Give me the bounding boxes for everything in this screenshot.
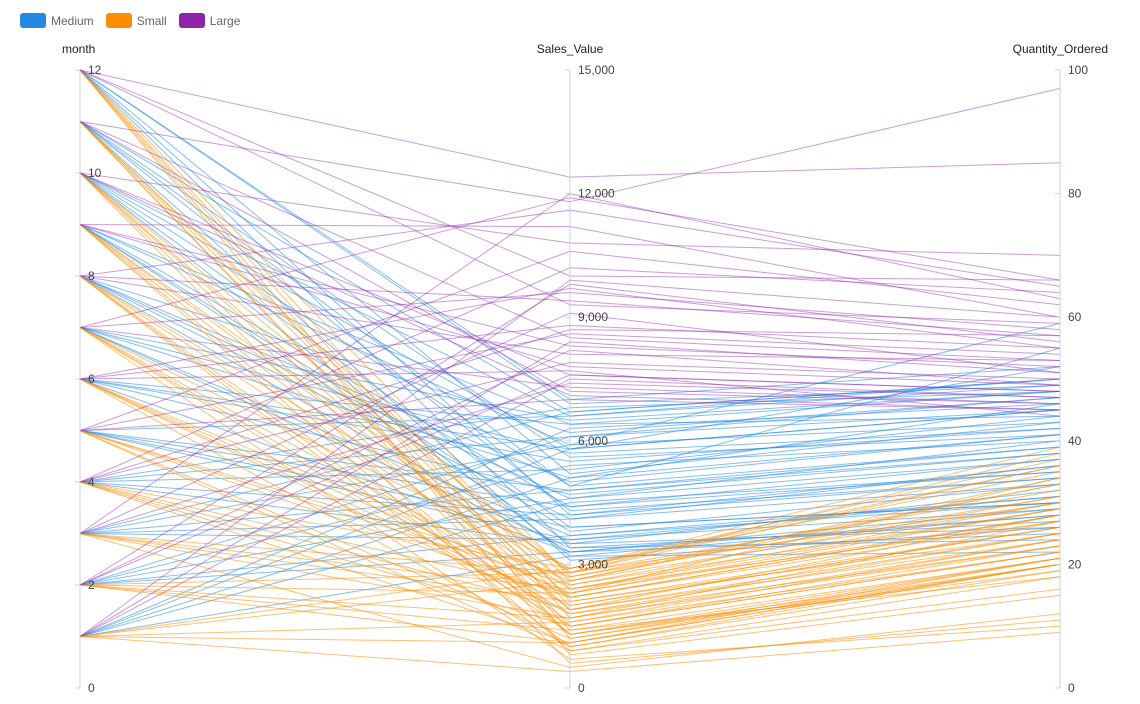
legend-swatch xyxy=(105,13,132,28)
axis-title: Quantity_Ordered xyxy=(1013,42,1108,56)
tick-label: 9,000 xyxy=(578,310,608,324)
axis-title: Sales_Value xyxy=(537,42,604,56)
tick-label: 12 xyxy=(88,63,102,77)
tick-label: 15,000 xyxy=(578,63,615,77)
axis-quantity_ordered: Quantity_Ordered 0 20 40 60 80 100 xyxy=(1013,42,1108,695)
legend-item-medium[interactable]: Medium xyxy=(20,13,94,28)
axis-sales_value: Sales_Value 0 3,000 6,000 9,000 12,000 15,000 xyxy=(537,42,615,695)
tick-label: 20 xyxy=(1068,557,1082,571)
legend-item-large[interactable]: Large xyxy=(178,13,241,28)
legend-swatch xyxy=(20,13,46,28)
legend-label: Small xyxy=(136,13,167,28)
tick-label: 0 xyxy=(88,681,95,695)
tick-label: 60 xyxy=(1068,310,1082,324)
tick-label: 10 xyxy=(88,166,102,180)
tick-label: 6,000 xyxy=(578,434,608,448)
tick-label: 3,000 xyxy=(578,557,608,571)
legend-item-small[interactable]: Small xyxy=(105,13,167,28)
legend-label: Large xyxy=(209,13,241,28)
axis-title: month xyxy=(62,42,95,56)
tick-label: 8 xyxy=(88,269,95,283)
tick-label: 4 xyxy=(88,475,95,489)
tick-label: 100 xyxy=(1068,63,1088,77)
tick-label: 80 xyxy=(1068,187,1082,201)
tick-label: 40 xyxy=(1068,434,1082,448)
tick-label: 12,000 xyxy=(578,187,615,201)
tick-label: 6 xyxy=(88,372,95,386)
tick-label: 0 xyxy=(1068,681,1075,695)
legend-swatch xyxy=(178,13,205,28)
chart-legend: Medium Small Large xyxy=(20,13,240,28)
tick-label: 2 xyxy=(88,578,95,592)
axes: month 0 2 4 6 8 10 12 Sales_Value 0 3,000 6,000 9,00… xyxy=(62,42,1108,695)
tick-label: 0 xyxy=(578,681,585,695)
axis-month: month 0 2 4 6 8 10 12 xyxy=(62,42,102,695)
legend-label: Medium xyxy=(51,13,94,28)
